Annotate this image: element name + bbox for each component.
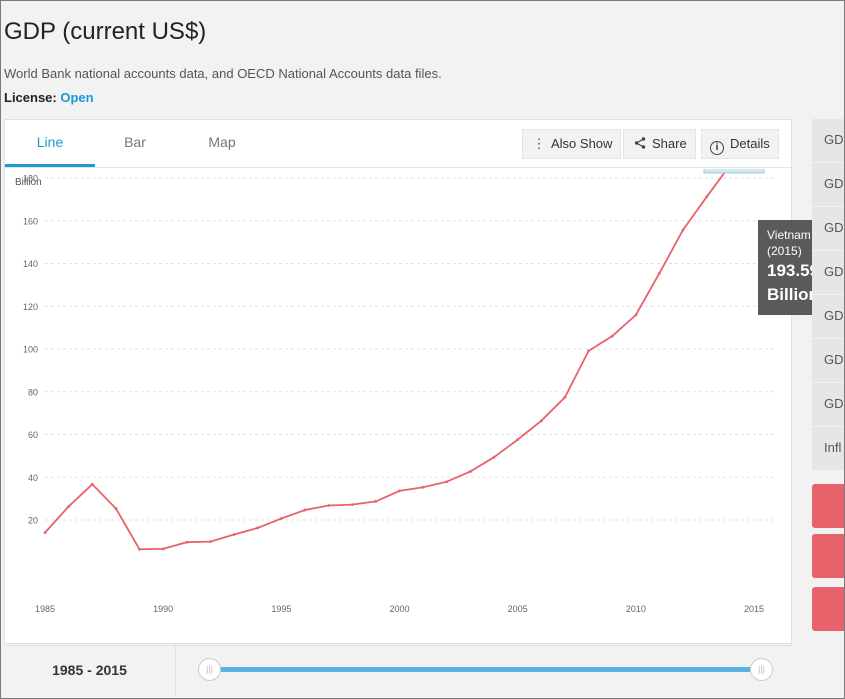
side-item[interactable]: GD (812, 383, 845, 427)
license: License: Open (4, 90, 94, 105)
x-tick-label: 1995 (271, 604, 291, 614)
range-slider-track[interactable] (214, 667, 764, 672)
y-tick-label: 40 (28, 473, 38, 483)
tab-map[interactable]: Map (208, 134, 236, 150)
also-show-label: Also Show (551, 136, 613, 151)
data-point (90, 482, 94, 486)
series-label-box (703, 169, 765, 174)
data-point (539, 419, 543, 423)
data-point (681, 228, 685, 232)
data-point (303, 508, 307, 512)
side-item[interactable]: GD (812, 163, 845, 207)
data-point (327, 504, 330, 507)
data-point (445, 480, 449, 484)
details-label: Details (730, 136, 770, 151)
data-point (705, 195, 709, 199)
range-end: 2015 (95, 662, 127, 678)
y-tick-label: 140 (23, 259, 38, 269)
tabs-divider (5, 167, 791, 168)
side-item[interactable]: GD (812, 119, 845, 163)
x-tick-label: 2010 (626, 604, 646, 614)
data-point (209, 540, 212, 543)
license-link[interactable]: Open (60, 90, 94, 105)
y-tick-label: 80 (28, 387, 38, 397)
tab-line[interactable]: Line (5, 120, 95, 167)
license-label: License: (4, 90, 57, 105)
page-description: World Bank national accounts data, and O… (4, 66, 442, 81)
data-point (658, 271, 661, 275)
data-point (67, 505, 71, 508)
side-action-button[interactable] (812, 484, 845, 528)
related-indicators-list: GD GD GD GD GD GD GD Infl (812, 119, 845, 471)
x-tick-label: 1990 (153, 604, 173, 614)
side-item[interactable]: GD (812, 295, 845, 339)
y-tick-label: 60 (28, 430, 38, 440)
x-tick-label: 1985 (35, 604, 55, 614)
data-point (587, 349, 590, 353)
data-point (421, 485, 425, 489)
chart-panel: Line Bar Map ⋮ Also Show Share i Details B… (4, 119, 792, 644)
data-point (138, 547, 141, 551)
side-item[interactable]: GD (812, 339, 845, 383)
data-point (469, 470, 472, 473)
data-point (232, 533, 236, 536)
share-label: Share (652, 136, 687, 151)
side-item[interactable]: GD (812, 207, 845, 251)
page-title: GDP (current US$) (4, 18, 207, 45)
range-end-handle[interactable]: ||| (750, 658, 773, 681)
data-point (161, 547, 165, 551)
tooltip-unit: Billion (767, 285, 819, 304)
data-point (634, 313, 638, 317)
data-point (492, 455, 496, 459)
data-point (114, 507, 118, 510)
tooltip-country: Vietnam (767, 228, 811, 242)
side-item[interactable]: Infl (812, 427, 845, 471)
y-tick-label: 180 (23, 174, 38, 184)
side-action-button[interactable] (812, 587, 845, 631)
share-button[interactable]: Share (623, 129, 696, 159)
data-point (256, 526, 260, 530)
y-axis-label: Billion (15, 177, 42, 188)
series-label: VIETNAM (712, 169, 756, 171)
y-tick-label: 100 (23, 345, 38, 355)
data-point (43, 531, 47, 535)
data-point (350, 503, 354, 507)
x-tick-label: 2000 (389, 604, 409, 614)
x-tick-label: 2015 (744, 604, 764, 614)
side-item[interactable]: GD (812, 251, 845, 295)
range-start: 1985 (52, 662, 84, 678)
line-chart: Billion 20 40 60 80 100 120 140 160 180 1985 1990 19… (15, 169, 774, 614)
tooltip-year: (2015) (767, 244, 802, 258)
share-icon (632, 130, 648, 158)
more-vertical-icon: ⋮ (532, 136, 546, 151)
data-point (563, 395, 567, 399)
also-show-button[interactable]: ⋮ Also Show (522, 129, 622, 159)
y-tick-label: 20 (28, 516, 38, 526)
range-start-handle[interactable]: ||| (198, 658, 221, 681)
year-range-label: 1985 - 2015 (4, 646, 176, 696)
data-point (374, 500, 378, 503)
range-separator: - (83, 662, 96, 678)
data-point (398, 489, 401, 493)
side-action-button[interactable] (812, 534, 845, 578)
data-point (185, 540, 189, 544)
y-tick-label: 160 (23, 216, 38, 226)
info-icon: i (710, 141, 724, 155)
y-tick-label: 120 (23, 302, 38, 312)
data-point (516, 438, 520, 442)
data-point (279, 517, 283, 520)
year-range-bar: 1985 - 2015 ||| ||| (4, 645, 792, 696)
x-tick-label: 2005 (508, 604, 528, 614)
tab-bar[interactable]: Bar (124, 134, 146, 150)
data-point (610, 334, 614, 338)
details-button[interactable]: i Details (701, 129, 779, 159)
